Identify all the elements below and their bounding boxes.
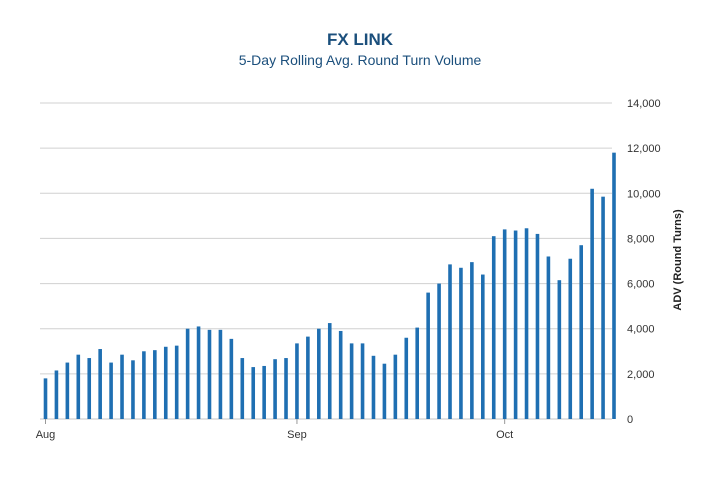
bar [98,349,102,419]
bar [43,378,48,419]
chart-subtitle: 5-Day Rolling Avg. Round Turn Volume [238,52,482,68]
bar [393,354,398,419]
bar [481,274,485,419]
bar [513,230,518,419]
bars [43,152,616,419]
bar [131,360,135,419]
bar [415,327,420,419]
x-tick-label: Oct [496,429,513,441]
bar [87,358,92,419]
bar [557,280,562,419]
y-axis-label: ADV (Round Turns) [672,209,684,311]
bar [273,359,277,419]
x-axis-ticks: Aug Sep Oct [36,419,513,441]
bar [251,367,256,419]
bar [262,365,266,419]
chart-title: FX LINK [326,30,394,49]
y-tick-label: 10,000 [627,188,661,200]
y-tick-label: 0 [627,414,633,426]
bar [459,267,463,419]
bar [185,328,190,419]
bar [470,262,474,419]
y-tick-label: 14,000 [627,98,661,110]
bar [142,351,146,419]
bar [491,236,496,419]
bar [546,256,551,419]
bar [306,336,310,419]
bar [218,329,223,419]
bar [327,323,332,419]
bar [426,292,430,419]
bar [317,328,321,419]
bar [502,229,507,419]
bar [163,346,168,419]
bar [196,326,201,419]
bar [535,233,540,419]
bar [240,358,245,419]
bar [174,345,179,419]
x-tick-label: Sep [287,429,307,441]
bar [404,337,409,419]
bar [54,370,59,419]
bar [568,258,573,419]
bar [109,362,113,419]
bar [371,355,376,419]
bar [284,358,288,419]
bar [349,343,354,419]
y-tick-label: 6,000 [627,279,655,291]
bar [601,196,605,419]
bar [382,363,387,419]
bar [153,350,157,419]
y-tick-label: 8,000 [627,233,655,245]
bar [448,264,452,419]
bar [590,188,594,419]
y-axis-ticks: 0 2,000 4,000 6,000 8,000 10,000 12,000 14,000 [627,98,661,426]
bar [295,343,299,419]
y-tick-label: 4,000 [627,324,655,336]
bar [120,354,124,419]
x-tick-label: Aug [36,429,56,441]
y-tick-label: 2,000 [627,369,655,381]
bar [338,330,343,419]
bar [612,152,616,419]
bar [437,283,441,419]
bar [76,354,81,419]
y-tick-label: 12,000 [627,143,661,155]
bar [207,329,212,419]
bar [524,228,529,419]
bar [360,343,365,419]
bar [65,362,70,419]
bar [579,245,584,419]
bar [229,338,234,419]
